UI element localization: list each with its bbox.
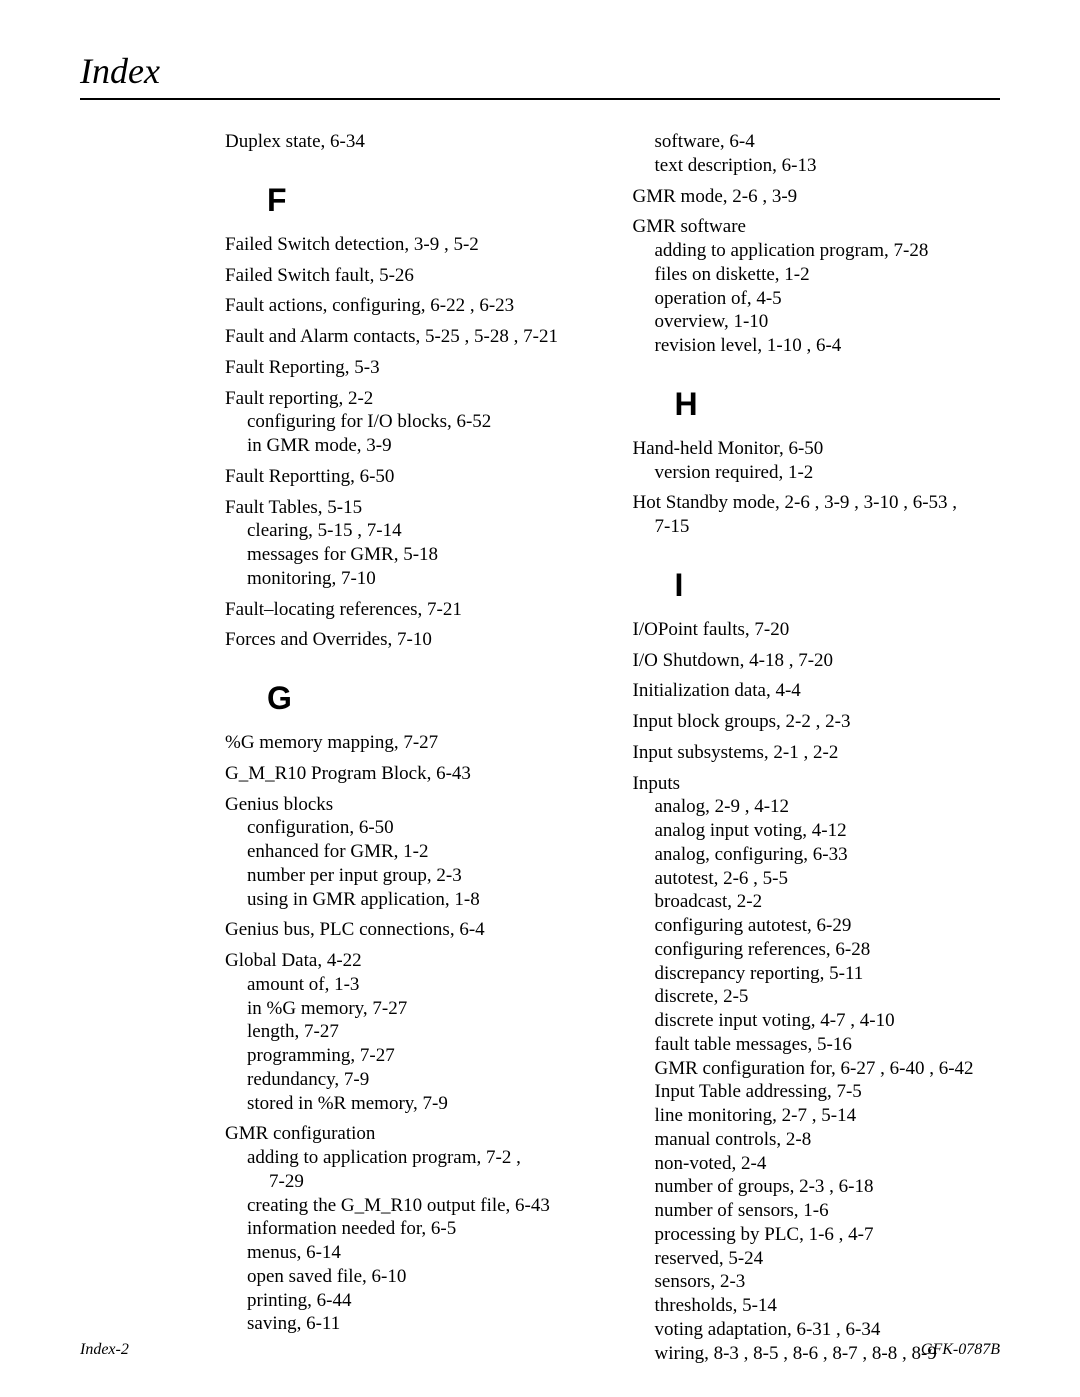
index-entry: %G memory mapping, 7-27 xyxy=(225,731,593,755)
index-subentry: overview, 1-10 xyxy=(633,310,1001,334)
section-letter: H xyxy=(633,386,1001,423)
index-entry: Hot Standby mode, 2-6 , 3-9 , 3-10 , 6-5… xyxy=(633,491,1001,515)
index-subentry: GMR configuration for, 6-27 , 6-40 , 6-4… xyxy=(633,1057,1001,1081)
index-subentry: sensors, 2-3 xyxy=(633,1270,1001,1294)
index-subentry: number of sensors, 1-6 xyxy=(633,1199,1001,1223)
index-entry: Fault Tables, 5-15 xyxy=(225,496,593,520)
index-subentry: creating the G_M_R10 output file, 6-43 xyxy=(225,1194,593,1218)
index-subentry: information needed for, 6-5 xyxy=(225,1217,593,1241)
index-subentry: number of groups, 2-3 , 6-18 xyxy=(633,1175,1001,1199)
page-title: Index xyxy=(80,50,1000,92)
index-subentry: number per input group, 2-3 xyxy=(225,864,593,888)
index-subentry: adding to application program, 7-2 , xyxy=(225,1146,593,1170)
index-entry: Fault and Alarm contacts, 5-25 , 5-28 , … xyxy=(225,325,593,349)
index-subentry: amount of, 1-3 xyxy=(225,973,593,997)
right-column: software, 6-4text description, 6-13 GMR m… xyxy=(633,130,1001,1365)
index-subentry: files on diskette, 1-2 xyxy=(633,263,1001,287)
index-subentry: line monitoring, 2-7 , 5-14 xyxy=(633,1104,1001,1128)
index-subentry: manual controls, 2-8 xyxy=(633,1128,1001,1152)
index-subentry: using in GMR application, 1-8 xyxy=(225,888,593,912)
section-letter: I xyxy=(633,567,1001,604)
index-entry: Fault–locating references, 7-21 xyxy=(225,598,593,622)
index-subentry: analog input voting, 4-12 xyxy=(633,819,1001,843)
index-subentry: configuring for I/O blocks, 6-52 xyxy=(225,410,593,434)
index-subentry: thresholds, 5-14 xyxy=(633,1294,1001,1318)
index-columns: Duplex state, 6-34 F Failed Switch detecti… xyxy=(80,130,1000,1365)
index-subentry: Input Table addressing, 7-5 xyxy=(633,1080,1001,1104)
index-subentry: discrepancy reporting, 5-11 xyxy=(633,962,1001,986)
index-subentry: length, 7-27 xyxy=(225,1020,593,1044)
index-subentry: configuration, 6-50 xyxy=(225,816,593,840)
footer-left: Index-2 xyxy=(80,1341,129,1359)
page-footer: Index-2 GFK-0787B xyxy=(80,1341,1000,1359)
index-entry: Inputs xyxy=(633,772,1001,796)
index-subentry: programming, 7-27 xyxy=(225,1044,593,1068)
section-letter: F xyxy=(225,182,593,219)
index-entry: G_M_R10 Program Block, 6-43 xyxy=(225,762,593,786)
index-subentry: in %G memory, 7-27 xyxy=(225,997,593,1021)
index-entry: Hand-held Monitor, 6-50 xyxy=(633,437,1001,461)
index-subentry: menus, 6-14 xyxy=(225,1241,593,1265)
index-subentry: 7-15 xyxy=(633,515,1001,539)
index-subentry: analog, 2-9 , 4-12 xyxy=(633,795,1001,819)
index-subentry: redundancy, 7-9 xyxy=(225,1068,593,1092)
index-subentry: monitoring, 7-10 xyxy=(225,567,593,591)
index-entry: Failed Switch detection, 3-9 , 5-2 xyxy=(225,233,593,257)
index-subentry: operation of, 4-5 xyxy=(633,287,1001,311)
index-entry: Global Data, 4-22 xyxy=(225,949,593,973)
index-entry: Initialization data, 4-4 xyxy=(633,679,1001,703)
index-entry: I/OPoint faults, 7-20 xyxy=(633,618,1001,642)
footer-right: GFK-0787B xyxy=(921,1341,1000,1359)
index-subentry: broadcast, 2-2 xyxy=(633,890,1001,914)
index-subentry: processing by PLC, 1-6 , 4-7 xyxy=(633,1223,1001,1247)
index-entry: Genius bus, PLC connections, 6-4 xyxy=(225,918,593,942)
index-subentry: fault table messages, 5-16 xyxy=(633,1033,1001,1057)
section-letter: G xyxy=(225,680,593,717)
index-entry: GMR configuration xyxy=(225,1122,593,1146)
index-entry: GMR mode, 2-6 , 3-9 xyxy=(633,185,1001,209)
index-subentry: enhanced for GMR, 1-2 xyxy=(225,840,593,864)
index-subentry-continuation: 7-29 xyxy=(225,1170,593,1194)
index-entry: Genius blocks xyxy=(225,793,593,817)
index-subentry: discrete input voting, 4-7 , 4-10 xyxy=(633,1009,1001,1033)
index-subentry: adding to application program, 7-28 xyxy=(633,239,1001,263)
index-entry: Fault Reportting, 6-50 xyxy=(225,465,593,489)
index-subentry: text description, 6-13 xyxy=(633,154,1001,178)
index-subentry: voting adaptation, 6-31 , 6-34 xyxy=(633,1318,1001,1342)
index-subentry: discrete, 2-5 xyxy=(633,985,1001,1009)
index-subentry: reserved, 5-24 xyxy=(633,1247,1001,1271)
index-entry: I/O Shutdown, 4-18 , 7-20 xyxy=(633,649,1001,673)
index-subentry: stored in %R memory, 7-9 xyxy=(225,1092,593,1116)
index-subentry: autotest, 2-6 , 5-5 xyxy=(633,867,1001,891)
index-entry: Input block groups, 2-2 , 2-3 xyxy=(633,710,1001,734)
index-entry: Fault reporting, 2-2 xyxy=(225,387,593,411)
index-subentry: revision level, 1-10 , 6-4 xyxy=(633,334,1001,358)
index-entry: Fault actions, configuring, 6-22 , 6-23 xyxy=(225,294,593,318)
index-entry: Input subsystems, 2-1 , 2-2 xyxy=(633,741,1001,765)
index-entry: Failed Switch fault, 5-26 xyxy=(225,264,593,288)
index-entry: Forces and Overrides, 7-10 xyxy=(225,628,593,652)
index-subentry: in GMR mode, 3-9 xyxy=(225,434,593,458)
index-entry: GMR software xyxy=(633,215,1001,239)
index-subentry: version required, 1-2 xyxy=(633,461,1001,485)
index-subentry: configuring autotest, 6-29 xyxy=(633,914,1001,938)
index-subentry: analog, configuring, 6-33 xyxy=(633,843,1001,867)
index-entry: Duplex state, 6-34 xyxy=(225,130,593,154)
index-subentry: open saved file, 6-10 xyxy=(225,1265,593,1289)
index-subentry: software, 6-4 xyxy=(633,130,1001,154)
index-subentry: messages for GMR, 5-18 xyxy=(225,543,593,567)
index-subentry: non-voted, 2-4 xyxy=(633,1152,1001,1176)
left-column: Duplex state, 6-34 F Failed Switch detecti… xyxy=(225,130,593,1365)
title-rule xyxy=(80,98,1000,100)
index-subentry: printing, 6-44 xyxy=(225,1289,593,1313)
index-entry: Fault Reporting, 5-3 xyxy=(225,356,593,380)
index-subentry: clearing, 5-15 , 7-14 xyxy=(225,519,593,543)
index-subentry: saving, 6-11 xyxy=(225,1312,593,1336)
index-subentry: configuring references, 6-28 xyxy=(633,938,1001,962)
